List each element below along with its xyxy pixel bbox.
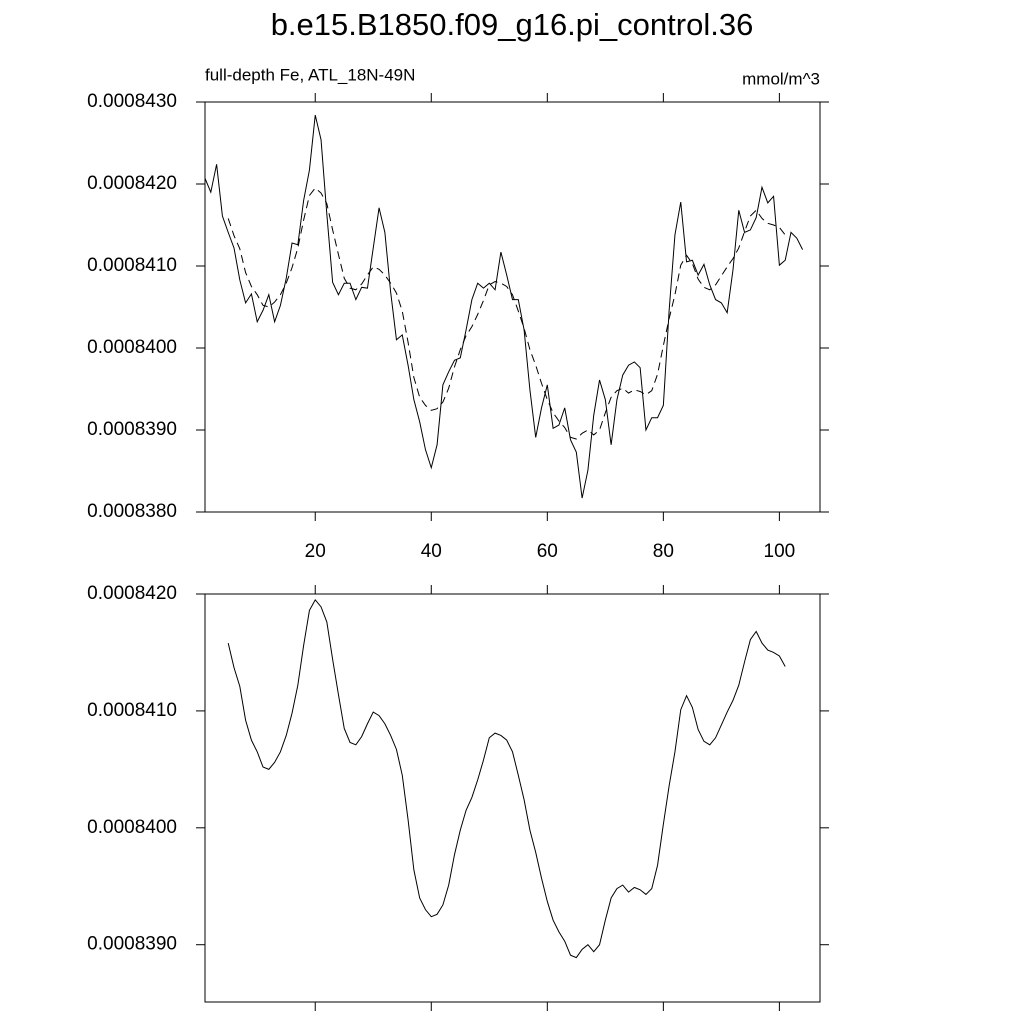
plot-frame	[204, 101, 821, 513]
x-tick-label: 20	[305, 541, 326, 562]
x-tick-label: 60	[537, 541, 558, 562]
x-tick-label: 100	[764, 541, 796, 562]
y-tick-label: 0.0008390	[87, 934, 177, 955]
series-line	[227, 598, 786, 959]
x-tick-label: 40	[421, 541, 442, 562]
y-tick-label: 0.0008420	[87, 173, 177, 194]
title: b.e15.B1850.f09_g16.pi_control.36	[271, 7, 754, 42]
left-string: full-depth Fe, ATL_18N-49N	[205, 65, 415, 84]
y-tick-label: 0.0008420	[87, 583, 177, 604]
y-tick-label: 0.0008430	[87, 91, 177, 112]
plot-frame	[204, 593, 821, 1003]
y-tick-label: 0.0008400	[87, 337, 177, 358]
y-tick-label: 0.0008390	[87, 419, 177, 440]
y-tick-label: 0.0008410	[87, 700, 177, 721]
right-string: mmol/m^3	[742, 69, 820, 88]
x-tick-label: 80	[653, 541, 674, 562]
series-line	[227, 187, 786, 440]
y-tick-label: 0.0008410	[87, 255, 177, 276]
series-line	[204, 115, 804, 499]
y-tick-label: 0.0008380	[87, 501, 177, 522]
y-tick-label: 0.0008400	[87, 817, 177, 838]
